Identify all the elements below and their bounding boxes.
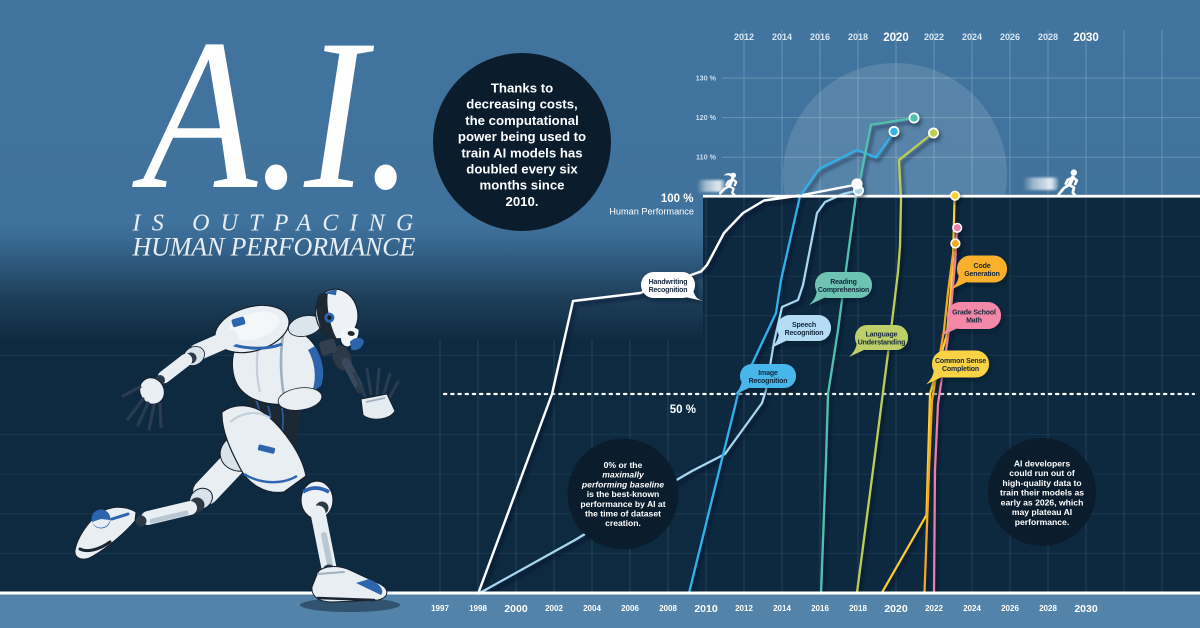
svg-text:Recognition: Recognition [749, 378, 788, 385]
svg-text:110 %: 110 % [696, 153, 717, 162]
svg-text:2022: 2022 [925, 604, 943, 613]
svg-text:Common Sense: Common Sense [935, 358, 986, 365]
svg-text:0% or the: 0% or the [604, 460, 643, 470]
svg-text:2018: 2018 [848, 32, 868, 42]
svg-text:could run out of: could run out of [1009, 468, 1075, 478]
svg-text:months since: months since [479, 178, 564, 193]
svg-text:IS OUTPACING: IS OUTPACING [132, 211, 425, 237]
svg-text:1997: 1997 [431, 604, 449, 613]
svg-text:Generation: Generation [964, 271, 999, 278]
svg-text:2000: 2000 [504, 603, 528, 615]
svg-text:2030: 2030 [1074, 603, 1098, 615]
svg-text:Speech: Speech [792, 322, 816, 329]
svg-text:train AI models has: train AI models has [461, 145, 582, 160]
svg-text:2012: 2012 [734, 32, 754, 42]
svg-text:maximally: maximally [602, 470, 645, 480]
svg-text:power being used to: power being used to [458, 129, 586, 144]
svg-text:2004: 2004 [583, 604, 601, 613]
svg-text:2026: 2026 [1000, 32, 1020, 42]
svg-text:2028: 2028 [1039, 604, 1057, 613]
svg-text:early as 2026, which: early as 2026, which [1001, 497, 1084, 507]
svg-text:creation.: creation. [605, 518, 641, 528]
svg-text:high-quality data to: high-quality data to [1002, 478, 1081, 488]
svg-text:doubled every six: doubled every six [466, 162, 578, 177]
svg-text:HUMAN PERFORMANCE: HUMAN PERFORMANCE [132, 233, 416, 262]
svg-text:the computational: the computational [465, 113, 579, 128]
svg-text:train their models as: train their models as [1000, 488, 1084, 498]
svg-text:Reading: Reading [830, 279, 857, 286]
svg-text:2008: 2008 [659, 604, 677, 613]
svg-text:120 %: 120 % [696, 113, 717, 122]
svg-text:2024: 2024 [962, 32, 982, 42]
svg-text:1998: 1998 [469, 604, 487, 613]
svg-text:50 %: 50 % [670, 404, 696, 416]
svg-text:2016: 2016 [810, 32, 830, 42]
svg-text:2028: 2028 [1038, 32, 1058, 42]
svg-text:performing baseline: performing baseline [581, 479, 664, 489]
svg-text:Math: Math [966, 318, 982, 325]
svg-text:2016: 2016 [811, 604, 829, 613]
svg-text:Understanding: Understanding [858, 340, 905, 347]
svg-text:Image: Image [758, 370, 778, 377]
svg-text:Thanks to: Thanks to [491, 81, 553, 96]
svg-text:performance.: performance. [1015, 517, 1069, 527]
svg-text:2020: 2020 [884, 603, 908, 615]
svg-text:2018: 2018 [849, 604, 867, 613]
svg-text:2014: 2014 [772, 32, 792, 42]
svg-text:Comprehension: Comprehension [818, 287, 869, 294]
svg-text:Completion: Completion [942, 366, 979, 373]
svg-text:130 %: 130 % [696, 74, 717, 83]
svg-text:decreasing costs,: decreasing costs, [466, 97, 577, 112]
svg-text:may plateau AI: may plateau AI [1012, 507, 1072, 517]
svg-text:2002: 2002 [545, 604, 563, 613]
svg-text:performance by AI at: performance by AI at [580, 499, 665, 509]
svg-text:Code: Code [974, 263, 991, 270]
svg-text:2026: 2026 [1001, 604, 1019, 613]
svg-text:Language: Language [866, 331, 898, 338]
svg-text:the time of dataset: the time of dataset [585, 509, 661, 519]
svg-text:2022: 2022 [924, 32, 944, 42]
svg-text:2006: 2006 [621, 604, 639, 613]
svg-text:Human Performance: Human Performance [609, 207, 694, 217]
svg-text:Recognition: Recognition [785, 330, 824, 337]
svg-text:is the best-known: is the best-known [587, 489, 660, 499]
svg-text:Grade School: Grade School [952, 309, 996, 316]
svg-text:2014: 2014 [773, 604, 791, 613]
svg-text:A.I.: A.I. [131, 0, 413, 234]
svg-text:AI developers: AI developers [1014, 458, 1071, 468]
svg-text:2010: 2010 [694, 603, 718, 615]
svg-text:Recognition: Recognition [649, 287, 688, 294]
svg-text:2030: 2030 [1073, 32, 1099, 44]
svg-text:Handwriting: Handwriting [649, 279, 688, 286]
svg-text:100 %: 100 % [661, 193, 694, 205]
svg-text:2012: 2012 [735, 604, 753, 613]
svg-text:2020: 2020 [883, 32, 909, 44]
svg-text:2024: 2024 [963, 604, 981, 613]
svg-text:2010.: 2010. [505, 194, 538, 209]
